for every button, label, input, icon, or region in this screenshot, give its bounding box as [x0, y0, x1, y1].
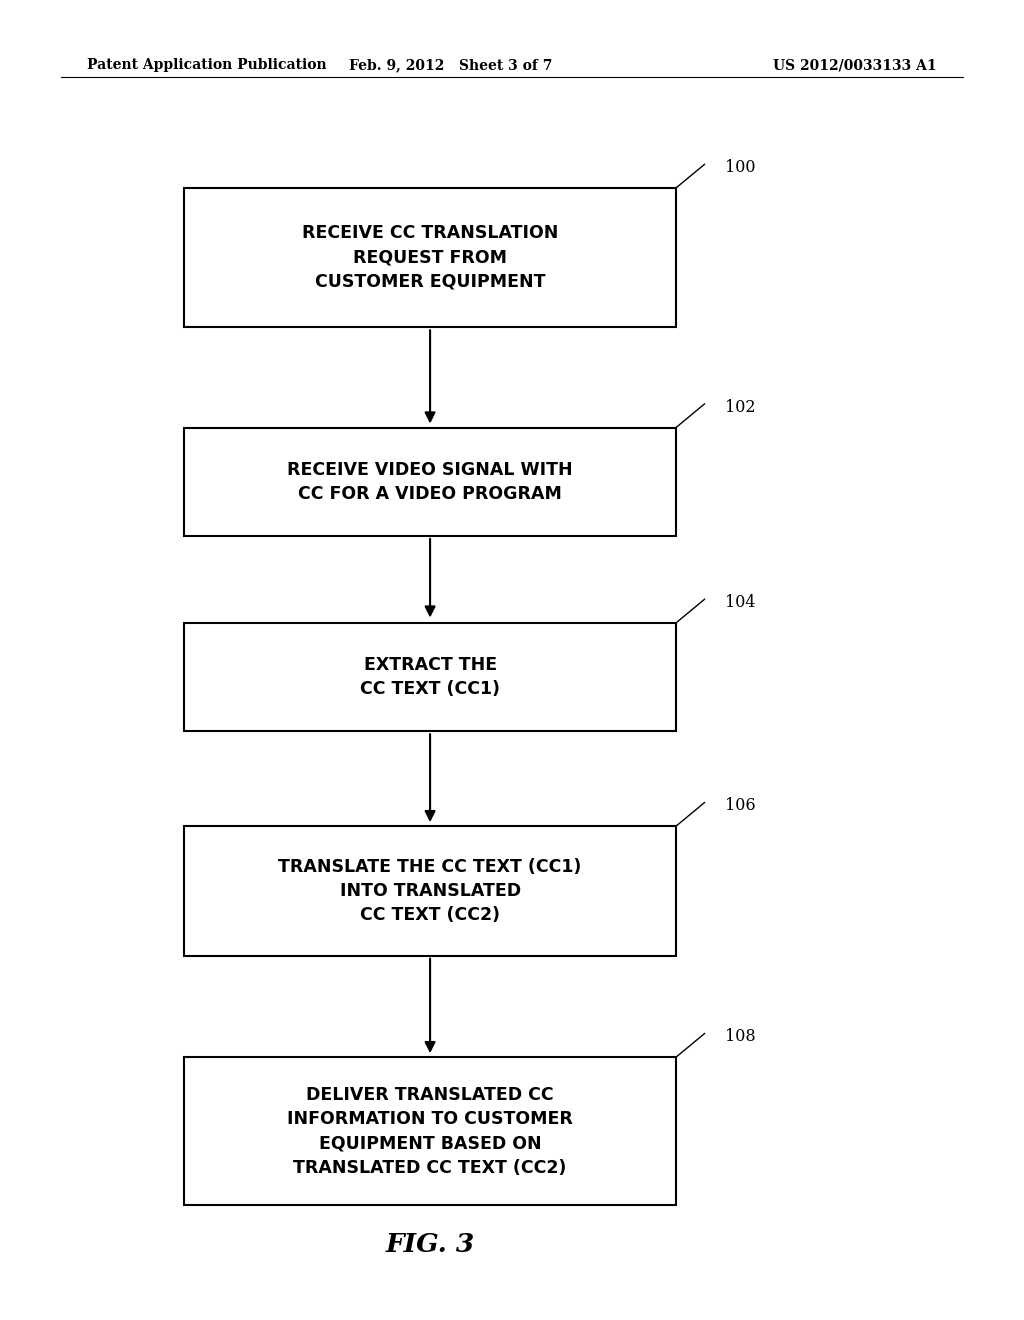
Text: RECEIVE VIDEO SIGNAL WITH
CC FOR A VIDEO PROGRAM: RECEIVE VIDEO SIGNAL WITH CC FOR A VIDEO… [288, 461, 572, 503]
Text: TRANSLATE THE CC TEXT (CC1)
INTO TRANSLATED
CC TEXT (CC2): TRANSLATE THE CC TEXT (CC1) INTO TRANSLA… [279, 858, 582, 924]
Text: EXTRACT THE
CC TEXT (CC1): EXTRACT THE CC TEXT (CC1) [360, 656, 500, 698]
Text: Feb. 9, 2012   Sheet 3 of 7: Feb. 9, 2012 Sheet 3 of 7 [349, 58, 552, 73]
Text: 106: 106 [725, 797, 756, 814]
Text: 100: 100 [725, 160, 756, 177]
FancyBboxPatch shape [184, 623, 676, 731]
Text: 108: 108 [725, 1028, 756, 1045]
Text: 104: 104 [725, 594, 756, 611]
FancyBboxPatch shape [184, 1057, 676, 1205]
Text: US 2012/0033133 A1: US 2012/0033133 A1 [773, 58, 937, 73]
Text: RECEIVE CC TRANSLATION
REQUEST FROM
CUSTOMER EQUIPMENT: RECEIVE CC TRANSLATION REQUEST FROM CUST… [302, 224, 558, 290]
Text: DELIVER TRANSLATED CC
INFORMATION TO CUSTOMER
EQUIPMENT BASED ON
TRANSLATED CC T: DELIVER TRANSLATED CC INFORMATION TO CUS… [287, 1086, 573, 1176]
Text: FIG. 3: FIG. 3 [385, 1232, 475, 1257]
FancyBboxPatch shape [184, 826, 676, 956]
Text: 102: 102 [725, 399, 756, 416]
FancyBboxPatch shape [184, 187, 676, 326]
FancyBboxPatch shape [184, 428, 676, 536]
Text: Patent Application Publication: Patent Application Publication [87, 58, 327, 73]
